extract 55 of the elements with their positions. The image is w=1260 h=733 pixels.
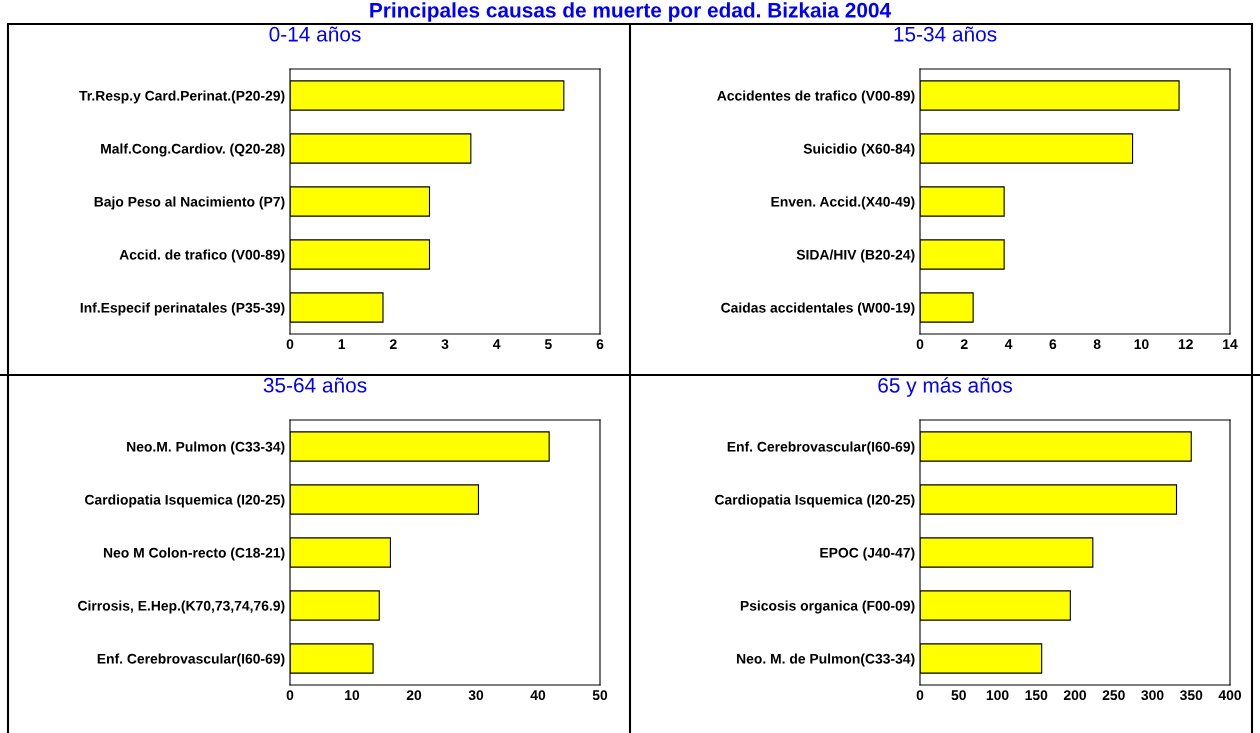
x-tick-label: 8 bbox=[1093, 339, 1101, 350]
y-tick-label: Neo. M. de Pulmon(C33-34) bbox=[737, 653, 915, 667]
y-tick-label: Enven. Accid.(X40-49) bbox=[771, 196, 915, 210]
x-tick-label: 40 bbox=[530, 690, 546, 701]
y-tick-label: Psicosis organica (F00-09) bbox=[740, 600, 915, 614]
y-tick-label: Tr.Resp.y Card.Perinat.(P20-29) bbox=[79, 90, 285, 104]
x-tick-label: 350 bbox=[1179, 690, 1203, 701]
y-tick-label: Enf. Cerebrovascular(I60-69) bbox=[97, 653, 285, 667]
y-tick-label: SIDA/HIV (B20-24) bbox=[796, 249, 915, 263]
y-tick-label: Accid. de trafico (V00-89) bbox=[119, 249, 285, 263]
x-tick-label: 50 bbox=[592, 690, 608, 701]
chart-title: 35-64 años bbox=[263, 377, 367, 393]
x-tick-label: 3 bbox=[441, 339, 449, 350]
y-tick-label: Cardiopatia Isquemica (I20-25) bbox=[715, 494, 915, 508]
y-tick-label: Cirrosis, E.Hep.(K70,73,74,76.9) bbox=[78, 600, 285, 614]
y-tick-label: Caidas accidentales (W00-19) bbox=[721, 302, 915, 316]
x-tick-label: 30 bbox=[468, 690, 484, 701]
y-tick-label: Neo.M. Pulmon (C33-34) bbox=[127, 441, 285, 455]
x-tick-label: 0 bbox=[286, 339, 294, 350]
x-tick-label: 4 bbox=[493, 339, 501, 349]
y-tick-label: Inf.Especif perinatales (P35-39) bbox=[80, 302, 285, 316]
y-tick-label: Cardiopatia Isquemica (I20-25) bbox=[85, 494, 285, 508]
x-tick-label: 100 bbox=[986, 690, 1009, 701]
chart-title: 15-34 años bbox=[894, 26, 997, 42]
y-tick-label: Enf. Cerebrovascular(I60-69) bbox=[727, 441, 915, 455]
chart-title: 0-14 años bbox=[269, 26, 361, 42]
x-tick-label: 2 bbox=[960, 339, 968, 349]
text: Principales causas de muerte por edad. Bizkaia 2004 bbox=[370, 2, 892, 22]
x-tick-label: 250 bbox=[1102, 690, 1125, 701]
x-tick-label: 0 bbox=[286, 690, 294, 701]
y-tick-label: Accidentes de trafico (V00-89) bbox=[717, 90, 915, 104]
x-tick-label: 6 bbox=[596, 339, 604, 350]
x-tick-label: 400 bbox=[1218, 690, 1242, 701]
x-tick-label: 1 bbox=[338, 339, 346, 349]
y-tick-label: Neo M Colon-recto (C18-21) bbox=[103, 547, 285, 561]
x-tick-label: 12 bbox=[1178, 339, 1193, 349]
x-tick-label: 10 bbox=[345, 690, 360, 701]
x-tick-label: 6 bbox=[1049, 339, 1057, 350]
x-tick-label: 0 bbox=[916, 339, 924, 350]
x-tick-label: 2 bbox=[389, 339, 397, 349]
x-tick-label: 50 bbox=[951, 690, 966, 701]
x-tick-label: 20 bbox=[406, 690, 422, 701]
chart-title: 65 y más años bbox=[878, 377, 1012, 397]
y-tick-label: Suicidio (X60-84) bbox=[803, 143, 915, 157]
x-tick-label: 0 bbox=[916, 690, 924, 701]
x-tick-label: 14 bbox=[1223, 339, 1238, 349]
y-tick-label: Malf.Cong.Cardiov. (Q20-28) bbox=[101, 143, 285, 157]
y-tick-label: EPOC (J40-47) bbox=[820, 547, 915, 561]
x-tick-label: 4 bbox=[1004, 339, 1013, 349]
x-tick-label: 10 bbox=[1134, 339, 1149, 350]
x-tick-label: 300 bbox=[1141, 690, 1164, 701]
x-tick-label: 200 bbox=[1063, 690, 1087, 701]
x-tick-label: 150 bbox=[1025, 690, 1048, 701]
x-tick-label: 5 bbox=[544, 339, 552, 350]
y-tick-label: Bajo Peso al Nacimiento (P7) bbox=[94, 196, 285, 210]
